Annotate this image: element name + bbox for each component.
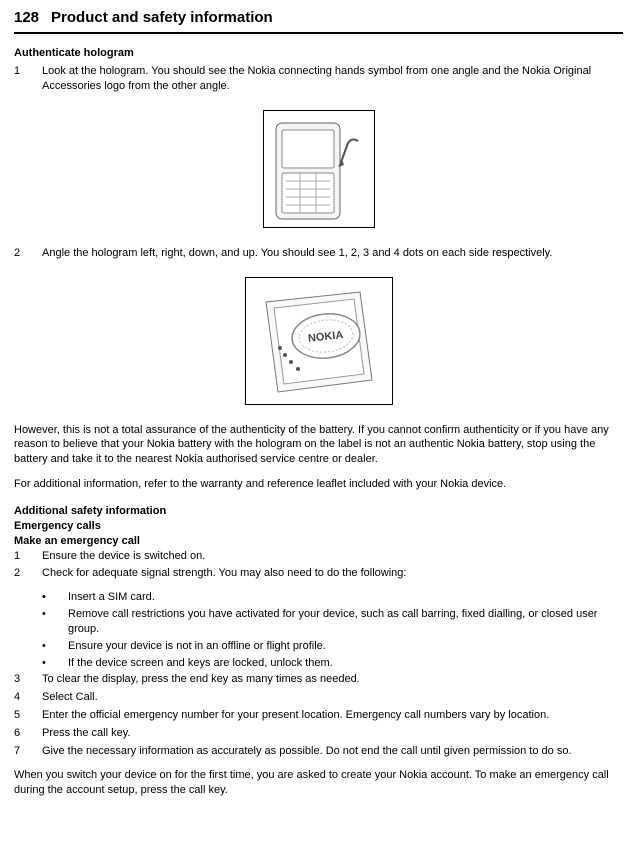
step-number: 1 xyxy=(14,549,42,564)
bullet-text: Remove call restrictions you have activa… xyxy=(68,607,623,637)
auth-heading: Authenticate hologram xyxy=(14,46,623,61)
step-text: Angle the hologram left, right, down, an… xyxy=(42,246,623,261)
figure-hologram-front xyxy=(263,110,375,228)
bullet-item: • If the device screen and keys are lock… xyxy=(42,656,623,671)
step-number: 3 xyxy=(14,672,42,687)
step-number: 4 xyxy=(14,690,42,705)
safety-footer: When you switch your device on for the f… xyxy=(14,768,623,798)
page-number: 128 xyxy=(14,8,39,28)
figure-2-wrap: NOKIA xyxy=(14,277,623,405)
bullet-item: • Remove call restrictions you have acti… xyxy=(42,607,623,637)
list-item: 2 Check for adequate signal strength. Yo… xyxy=(14,566,623,581)
chapter-title: Product and safety information xyxy=(51,8,273,28)
auth-disclaimer: However, this is not a total assurance o… xyxy=(14,423,623,468)
step-text: Look at the hologram. You should see the… xyxy=(42,64,623,94)
list-item: 7 Give the necessary information as accu… xyxy=(14,744,623,759)
step-text: Select Call. xyxy=(42,690,623,705)
list-item: 2 Angle the hologram left, right, down, … xyxy=(14,246,623,261)
step-number: 5 xyxy=(14,708,42,723)
step-text: Give the necessary information as accura… xyxy=(42,744,623,759)
bullet-item: • Insert a SIM card. xyxy=(42,590,623,605)
step-text: Press the call key. xyxy=(42,726,623,741)
bullet-text: Insert a SIM card. xyxy=(68,590,623,605)
step-text: Check for adequate signal strength. You … xyxy=(42,566,623,581)
list-item: 1 Ensure the device is switched on. xyxy=(14,549,623,564)
figure-hologram-angle: NOKIA xyxy=(245,277,393,405)
bullet-mark: • xyxy=(42,607,68,637)
step-text: To clear the display, press the end key … xyxy=(42,672,623,687)
step-number: 6 xyxy=(14,726,42,741)
bullet-item: • Ensure your device is not in an offlin… xyxy=(42,639,623,654)
bullet-mark: • xyxy=(42,590,68,605)
bullet-mark: • xyxy=(42,639,68,654)
step-number: 2 xyxy=(14,246,42,261)
safety-heading-2: Emergency calls xyxy=(14,519,623,534)
step-text: Enter the official emergency number for … xyxy=(42,708,623,723)
auth-more-info: For additional information, refer to the… xyxy=(14,477,623,492)
safety-heading-3: Make an emergency call xyxy=(14,534,623,549)
list-item: 5 Enter the official emergency number fo… xyxy=(14,708,623,723)
step-number: 2 xyxy=(14,566,42,581)
list-item: 4 Select Call. xyxy=(14,690,623,705)
figure-1-wrap xyxy=(14,110,623,228)
step-number: 1 xyxy=(14,64,42,94)
step-number: 7 xyxy=(14,744,42,759)
list-item: 6 Press the call key. xyxy=(14,726,623,741)
step-text: Ensure the device is switched on. xyxy=(42,549,623,564)
safety-heading-1: Additional safety information xyxy=(14,504,623,519)
list-item: 3 To clear the display, press the end ke… xyxy=(14,672,623,687)
list-item: 1 Look at the hologram. You should see t… xyxy=(14,64,623,94)
bullet-mark: • xyxy=(42,656,68,671)
bullet-text: Ensure your device is not in an offline … xyxy=(68,639,623,654)
bullet-text: If the device screen and keys are locked… xyxy=(68,656,623,671)
page-header: 128 Product and safety information xyxy=(14,8,623,34)
